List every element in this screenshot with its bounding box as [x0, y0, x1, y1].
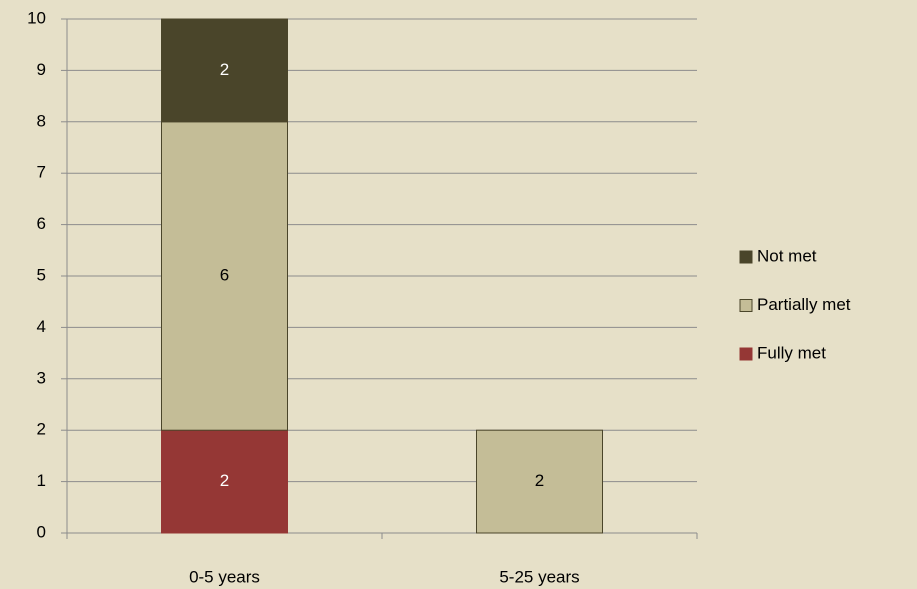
y-tick-label: 9 — [37, 60, 46, 79]
data-label: 2 — [220, 60, 229, 79]
legend-label: Fully met — [757, 343, 826, 362]
legend-label: Not met — [757, 246, 817, 265]
legend-label: Partially met — [757, 295, 851, 314]
y-tick-label: 4 — [37, 317, 46, 336]
legend-swatch — [739, 347, 753, 361]
y-tick-label: 3 — [37, 368, 46, 387]
y-tick-label: 6 — [37, 214, 46, 233]
y-tick-label: 8 — [37, 111, 46, 130]
legend-swatch — [739, 299, 753, 312]
bar-segment — [161, 121, 288, 431]
bar-segment — [161, 18, 288, 123]
data-label: 2 — [535, 471, 544, 490]
y-tick-label: 5 — [37, 265, 46, 284]
legend-swatch — [739, 250, 753, 264]
y-tick-label: 0 — [37, 522, 46, 541]
y-tick-label: 7 — [37, 163, 46, 182]
x-tick-label: 5-25 years — [499, 567, 579, 586]
bar-segment — [476, 429, 603, 534]
y-tick-label: 1 — [37, 471, 46, 490]
x-tick-label: 0-5 years — [189, 567, 260, 586]
data-label: 6 — [220, 265, 229, 284]
data-label: 2 — [220, 471, 229, 490]
y-tick-label: 2 — [37, 420, 46, 439]
bar-segment — [161, 429, 288, 534]
y-tick-label: 10 — [27, 8, 46, 27]
